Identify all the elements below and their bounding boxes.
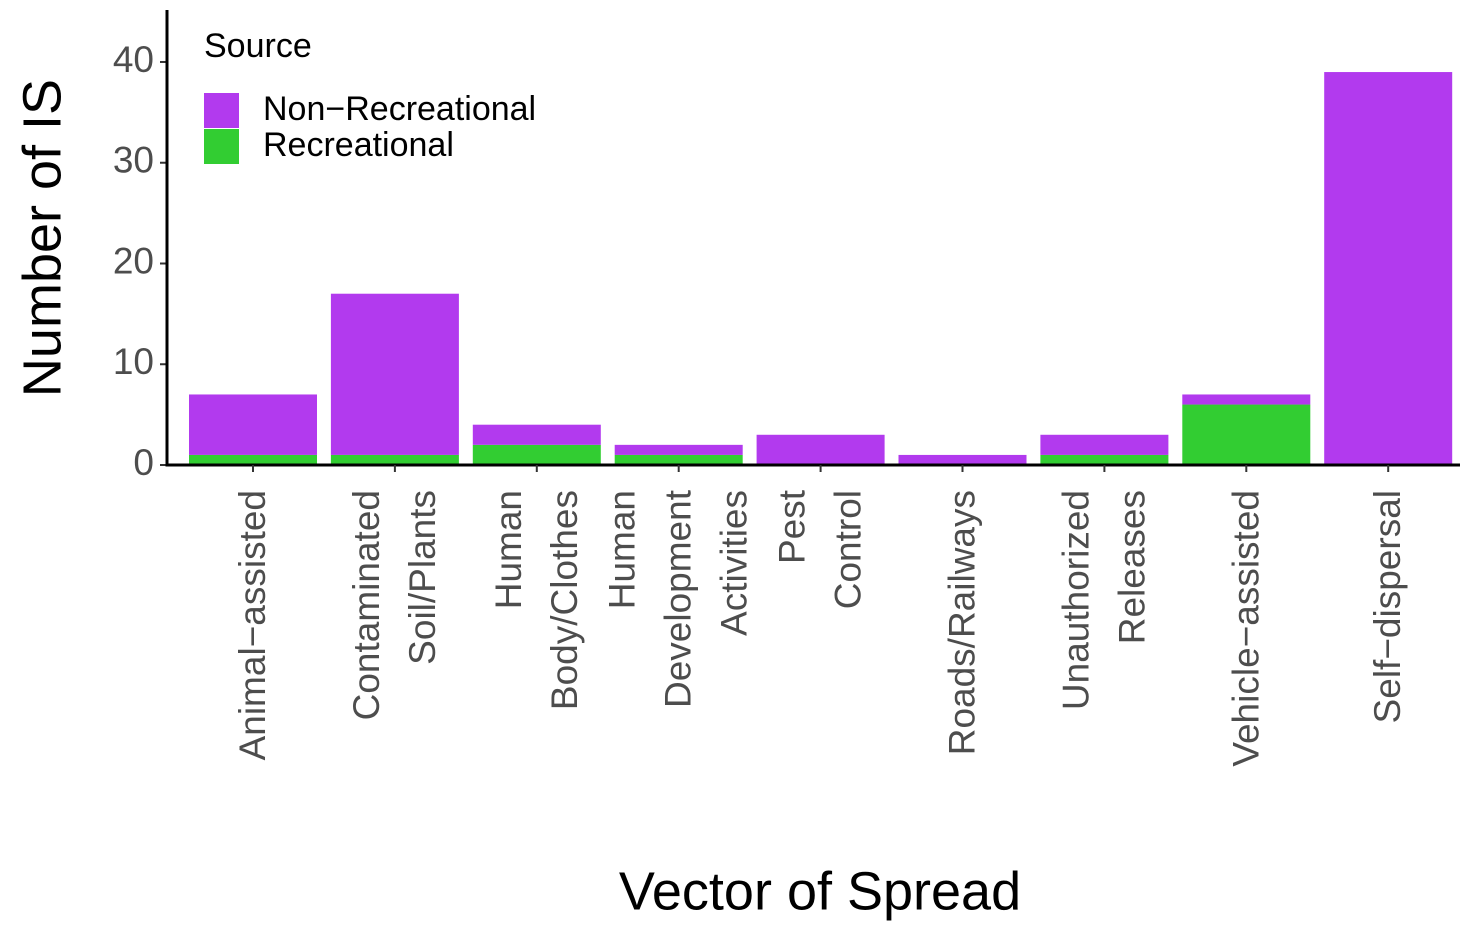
legend-swatch [204,93,239,128]
legend-title: Source [204,27,312,65]
bar-segment [614,444,743,455]
legend-swatch [204,129,239,164]
bar-segment [330,293,459,455]
x-tick-label: Animal−assisted [232,490,273,760]
bar-segment [472,444,601,465]
bar-segment [1040,434,1169,455]
x-tick-label: Self−dispersal [1367,490,1408,723]
y-axis-title: Number of IS [12,79,72,397]
x-tick-label: Vehicle−assisted [1225,490,1266,767]
bar-segment [189,394,317,455]
y-tick-label: 0 [133,442,154,483]
x-tick-label: Pest Control [771,489,868,609]
bar-segment [189,454,317,465]
x-tick-label: Human Body/Clothes [488,490,585,710]
bar-segment [1182,394,1311,405]
x-tick-label: Contaminated Soil/Plants [346,490,443,720]
bar-segment [472,424,601,445]
bar-segment [614,454,743,465]
legend-label: Recreational [263,126,454,164]
bar-segment [1040,454,1169,465]
y-tick-label: 20 [113,240,154,281]
bar-segment [330,454,459,465]
bar-segment [756,434,885,465]
x-tick-label: Roads/Railways [941,490,982,755]
x-axis-title: Vector of Spread [619,861,1021,921]
legend-label: Non−Recreational [263,90,536,128]
y-tick-label: 30 [113,140,154,181]
bar-segment [1182,404,1311,465]
bar-segment [1324,72,1453,465]
x-tick-label: Human Development Activities [601,489,754,708]
y-tick-label: 10 [113,341,154,382]
x-tick-label: Unauthorized Releases [1055,490,1152,710]
bar-segment [898,454,1027,465]
y-tick-label: 40 [113,39,154,80]
